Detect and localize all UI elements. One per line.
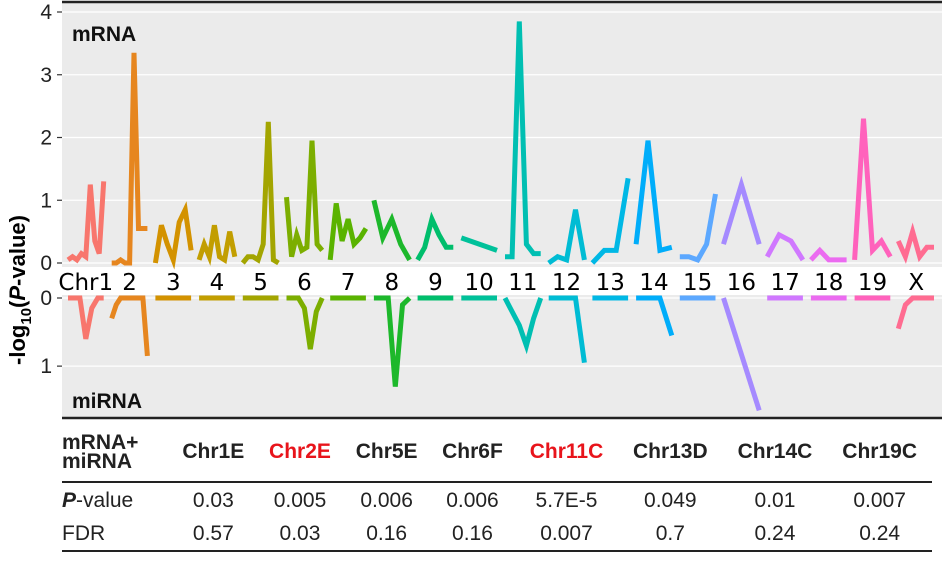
chromosome-label-19: 19 bbox=[858, 270, 887, 296]
fdr-cell: 0.57 bbox=[170, 518, 257, 552]
mirna-series-chr16 bbox=[721, 297, 762, 412]
chromosome-label-13: 13 bbox=[596, 270, 625, 296]
mrna-series-chr17 bbox=[765, 231, 806, 262]
mirna-tick-label: 1 bbox=[40, 355, 52, 378]
chromosome-label-6: 6 bbox=[297, 270, 312, 296]
enrichment-table: mRNA+ miRNA Chr1E Chr2E Chr5E Chr6F Chr11C Chr… bbox=[62, 423, 932, 552]
region-header-chr13d: Chr13D bbox=[617, 423, 723, 483]
fdr-cell: 0.16 bbox=[343, 518, 430, 552]
chromosome-label-1: Chr1 bbox=[58, 270, 113, 296]
mrna-tick-label: 4 bbox=[40, 1, 52, 24]
mrna-tick-label: 0 bbox=[40, 252, 52, 275]
mrna-series-chr12 bbox=[547, 209, 587, 266]
chromosome-label-11: 11 bbox=[508, 270, 537, 296]
chromosome-label-band bbox=[62, 267, 942, 295]
region-header-chr1e: Chr1E bbox=[170, 423, 257, 483]
fdr-cell: 0.007 bbox=[514, 518, 618, 552]
mrna-series-chr19 bbox=[852, 118, 893, 261]
mirna-series-chr6 bbox=[286, 295, 325, 350]
mirna-series-chr2 bbox=[109, 295, 150, 357]
chromosome-label-17: 17 bbox=[770, 270, 799, 296]
pvalue-cell: 0.006 bbox=[446, 488, 499, 512]
fdr-cell: 0.7 bbox=[617, 518, 723, 552]
chromosome-label-8: 8 bbox=[384, 270, 399, 296]
mirna-series-chr14 bbox=[636, 295, 675, 337]
pvalue-row: P-value 0.03 0.005 0.006 0.006 5.7E-5 0.049 0.… bbox=[62, 482, 932, 518]
pvalue-cell: 0.049 bbox=[644, 488, 697, 512]
mrna-tick-label: 2 bbox=[40, 127, 52, 150]
fdr-row: FDR 0.57 0.03 0.16 0.16 0.007 0.7 0.24 0.24 bbox=[62, 518, 932, 552]
chromosome-label-10: 10 bbox=[465, 270, 494, 296]
table-corner-label: mRNA+ miRNA bbox=[62, 423, 170, 483]
mrna-series-chr6 bbox=[284, 140, 325, 258]
mrna-series-chr2 bbox=[111, 52, 148, 266]
mirna-panel-label: miRNA bbox=[72, 390, 142, 413]
fdr-row-label: FDR bbox=[62, 518, 170, 552]
y-axis-label: -log10(P-value) bbox=[5, 215, 35, 365]
mrna-series-chr18 bbox=[809, 246, 847, 263]
chromosome-label-14: 14 bbox=[639, 270, 668, 296]
region-header-chr6f: Chr6F bbox=[429, 423, 515, 483]
mrna-series-chr5 bbox=[240, 121, 280, 266]
mirna-series-chr12 bbox=[548, 295, 587, 364]
chromosome-label-2: 2 bbox=[122, 270, 137, 296]
mirna-series-chrX bbox=[895, 295, 934, 330]
region-header-chr19c: Chr19C bbox=[827, 423, 932, 483]
mrna-series-chr13 bbox=[590, 177, 631, 265]
fdr-cell: 0.03 bbox=[256, 518, 344, 552]
chromosome-label-9: 9 bbox=[428, 270, 443, 296]
chromosome-label-15: 15 bbox=[683, 270, 712, 296]
mrna-series-chr11 bbox=[505, 21, 541, 260]
mrna-series-chr8 bbox=[371, 199, 412, 262]
fdr-cell: 0.24 bbox=[722, 518, 828, 552]
table-header-row: mRNA+ miRNA Chr1E Chr2E Chr5E Chr6F Chr11C Chr… bbox=[62, 423, 932, 483]
pvalue-row-label: P-value bbox=[62, 488, 134, 512]
mrna-series-chr15 bbox=[679, 193, 718, 263]
mirna-series-chr8 bbox=[373, 295, 412, 387]
mrna-series-chr14 bbox=[633, 140, 673, 254]
pvalue-cell: 0.006 bbox=[360, 488, 413, 512]
chromosome-label-X: X bbox=[908, 270, 924, 296]
mrna-panel-label: mRNA bbox=[72, 23, 136, 46]
mrna-series-chrX bbox=[896, 222, 934, 264]
mrna-series-chr4 bbox=[196, 224, 238, 266]
mrna-series-chr9 bbox=[415, 211, 454, 262]
chromosome-label-3: 3 bbox=[166, 270, 181, 296]
region-header-chr5e: Chr5E bbox=[343, 423, 430, 483]
chromosome-label-7: 7 bbox=[341, 270, 356, 296]
mrna-series-chr3 bbox=[152, 201, 194, 270]
plot-background bbox=[62, 2, 942, 417]
chromosome-label-5: 5 bbox=[253, 270, 268, 296]
pvalue-cell: 0.03 bbox=[192, 488, 234, 512]
fdr-cell: 0.24 bbox=[827, 518, 932, 552]
mrna-series-chr7 bbox=[327, 203, 369, 261]
region-header-chr11c: Chr11C bbox=[514, 423, 618, 483]
chromosome-label-18: 18 bbox=[814, 270, 843, 296]
pvalue-cell: 0.005 bbox=[273, 488, 327, 512]
region-header-chr14c: Chr14C bbox=[722, 423, 828, 483]
fdr-cell: 0.16 bbox=[429, 518, 515, 552]
pvalue-cell: 0.007 bbox=[853, 488, 906, 512]
chromosome-label-4: 4 bbox=[210, 270, 225, 296]
mirna-tick-label: 0 bbox=[40, 287, 52, 310]
pvalue-cell: 0.01 bbox=[754, 488, 796, 512]
mrna-series-chr10 bbox=[460, 235, 498, 253]
pvalue-cell: 5.7E-5 bbox=[535, 488, 598, 512]
mirna-series-chr11 bbox=[502, 296, 544, 355]
mirna-series-chr1 bbox=[68, 295, 104, 340]
chromosome-label-16: 16 bbox=[727, 270, 756, 296]
mrna-series-chr1 bbox=[66, 181, 107, 264]
chromosome-label-12: 12 bbox=[552, 270, 581, 296]
mrna-tick-label: 3 bbox=[40, 64, 52, 87]
mrna-tick-label: 1 bbox=[40, 189, 52, 212]
mrna-series-chr16 bbox=[721, 175, 762, 245]
region-header-chr2e: Chr2E bbox=[256, 423, 344, 483]
